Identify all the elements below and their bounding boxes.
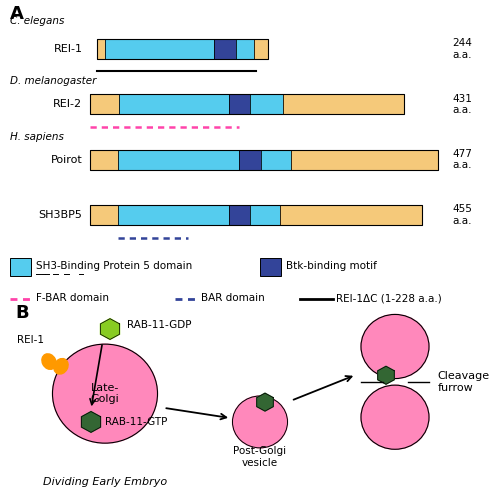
Polygon shape: [257, 393, 273, 411]
Bar: [236, 39, 254, 59]
Bar: [250, 95, 283, 114]
Text: REI-1: REI-1: [18, 336, 44, 346]
Text: Late-
Golgi: Late- Golgi: [90, 383, 120, 404]
Bar: [240, 149, 262, 170]
Bar: [228, 205, 250, 225]
Bar: [119, 95, 228, 114]
Bar: [214, 39, 236, 59]
Text: C. elegans: C. elegans: [10, 16, 64, 27]
Text: H. sapiens: H. sapiens: [10, 132, 64, 142]
Text: Btk-binding motif: Btk-binding motif: [286, 261, 377, 271]
Text: D. melanogaster: D. melanogaster: [10, 76, 97, 86]
Text: REI-2: REI-2: [54, 99, 82, 109]
Text: Dividing Early Embryo: Dividing Early Embryo: [43, 477, 167, 487]
Polygon shape: [378, 366, 394, 384]
Bar: [262, 149, 290, 170]
Text: 455
a.a.: 455 a.a.: [452, 204, 472, 226]
Circle shape: [361, 385, 429, 449]
Bar: [254, 39, 268, 59]
Text: F-BAR domain: F-BAR domain: [36, 294, 109, 303]
Bar: [228, 95, 250, 114]
Bar: [280, 205, 422, 225]
Polygon shape: [82, 411, 100, 432]
Bar: [90, 149, 118, 170]
Bar: [119, 95, 228, 114]
Bar: [90, 95, 119, 114]
Bar: [98, 39, 268, 59]
Bar: [290, 149, 438, 170]
Text: Poirot: Poirot: [51, 154, 82, 165]
Bar: [290, 149, 438, 170]
Bar: [236, 39, 254, 59]
Bar: [90, 95, 404, 114]
Bar: [283, 95, 405, 114]
Bar: [262, 149, 290, 170]
Bar: [90, 149, 438, 170]
Bar: [10, 258, 31, 276]
Bar: [283, 95, 405, 114]
Bar: [90, 205, 118, 225]
Circle shape: [52, 344, 158, 443]
Text: RAB-11-GDP: RAB-11-GDP: [128, 320, 192, 330]
Bar: [214, 39, 236, 59]
Bar: [118, 149, 240, 170]
Text: SH3-Binding Protein 5 domain: SH3-Binding Protein 5 domain: [36, 261, 192, 271]
Ellipse shape: [54, 358, 68, 374]
Text: SH3BP5: SH3BP5: [38, 210, 82, 220]
Text: A: A: [10, 4, 24, 23]
Bar: [98, 39, 104, 59]
Bar: [118, 205, 228, 225]
Text: B: B: [15, 304, 28, 322]
Text: BAR domain: BAR domain: [201, 294, 265, 303]
Polygon shape: [100, 319, 119, 340]
Bar: [228, 205, 250, 225]
Text: Cleavage
furrow: Cleavage furrow: [438, 371, 490, 393]
Text: REI-1ΔC (1-228 a.a.): REI-1ΔC (1-228 a.a.): [336, 294, 442, 303]
Text: 431
a.a.: 431 a.a.: [452, 94, 472, 115]
Bar: [228, 95, 250, 114]
Bar: [90, 205, 118, 225]
Ellipse shape: [42, 354, 56, 369]
Text: REI-1: REI-1: [54, 44, 82, 54]
Bar: [260, 258, 281, 276]
Text: 477
a.a.: 477 a.a.: [452, 149, 472, 170]
Bar: [250, 95, 283, 114]
Circle shape: [361, 314, 429, 379]
Bar: [90, 205, 422, 225]
Circle shape: [232, 396, 287, 448]
Bar: [90, 95, 119, 114]
Bar: [254, 39, 268, 59]
Bar: [250, 205, 280, 225]
Text: Post-Golgi
vesicle: Post-Golgi vesicle: [234, 446, 286, 468]
Text: 244
a.a.: 244 a.a.: [452, 38, 472, 60]
Bar: [90, 149, 118, 170]
Bar: [104, 39, 214, 59]
Bar: [104, 39, 214, 59]
Bar: [98, 39, 104, 59]
Bar: [240, 149, 262, 170]
Bar: [118, 205, 228, 225]
Text: RAB-11-GTP: RAB-11-GTP: [105, 417, 168, 427]
Bar: [118, 149, 240, 170]
Bar: [280, 205, 422, 225]
Bar: [250, 205, 280, 225]
